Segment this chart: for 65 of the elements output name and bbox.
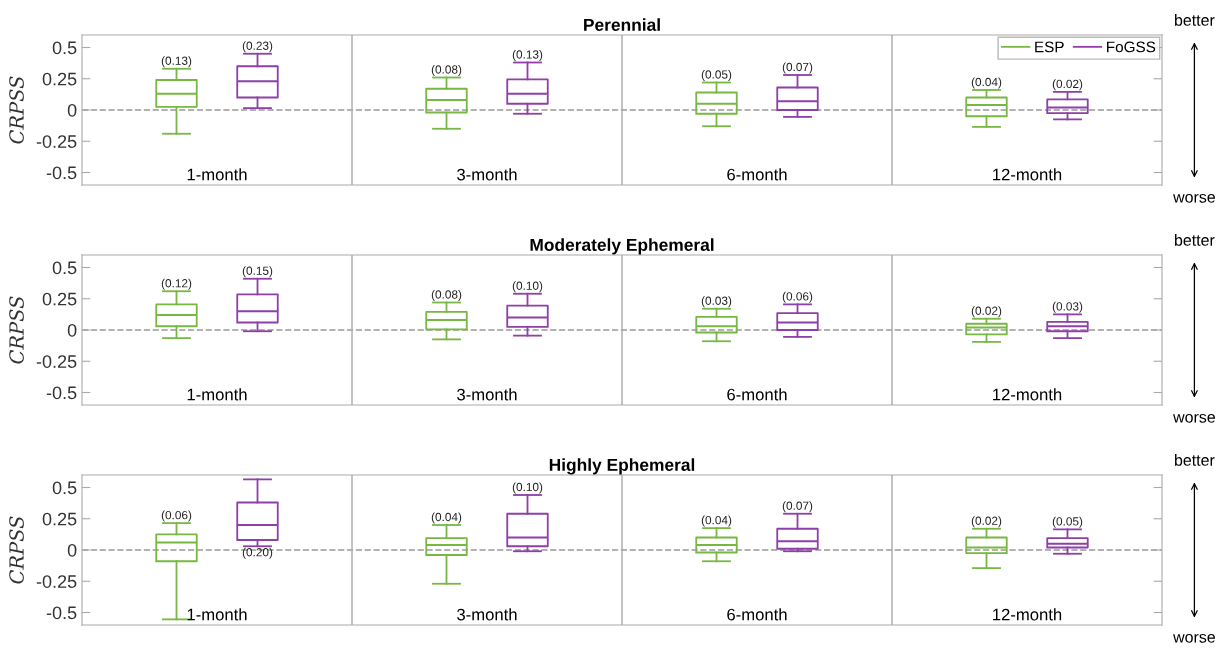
text: (0.06) xyxy=(782,291,813,303)
text: (0.04) xyxy=(971,77,1002,89)
text: (0.07) xyxy=(782,62,813,74)
text: (0.03) xyxy=(701,296,732,308)
text: (0.03) xyxy=(1052,301,1083,313)
text: worse xyxy=(1173,413,1215,423)
x-tick-label: 12-month xyxy=(993,608,1062,621)
chart-title: Perennial xyxy=(584,18,660,31)
x-tick-label: 3-month xyxy=(457,388,517,401)
y-tick-label: 0.5 xyxy=(52,261,77,275)
text: (0.02) xyxy=(1052,79,1083,91)
text: (0.02) xyxy=(971,306,1002,318)
y-tick-label: 0.5 xyxy=(52,41,77,55)
text: better xyxy=(1175,234,1215,246)
text: worse xyxy=(1173,633,1215,643)
text: (0.04) xyxy=(701,515,732,527)
x-tick-label: 1-month xyxy=(187,388,247,401)
x-tick-label: 6-month xyxy=(727,608,787,621)
y-tick-label: -0.5 xyxy=(46,606,77,620)
text: better xyxy=(1175,14,1215,26)
y-tick-label: 0.5 xyxy=(52,481,77,495)
y-tick-label: 0 xyxy=(67,103,77,117)
y-tick-label: -0.5 xyxy=(46,166,77,180)
y-tick-label: -0.5 xyxy=(46,386,77,400)
x-tick-label: 12-month xyxy=(993,388,1062,401)
y-tick-label: 0 xyxy=(67,543,77,557)
text: (0.05) xyxy=(701,70,732,81)
y-tick-label: 0.25 xyxy=(42,72,77,86)
text: (0.23) xyxy=(242,41,273,53)
text: (0.04) xyxy=(431,512,462,524)
text: (0.12) xyxy=(161,278,192,290)
y-tick-label: -0.25 xyxy=(36,355,77,368)
legend-label: FoGSS xyxy=(1107,41,1156,53)
y-tick-label: 0.25 xyxy=(42,292,77,306)
text: better xyxy=(1175,454,1215,466)
text: (0.10) xyxy=(512,482,543,494)
legend-label: ESP xyxy=(1035,41,1064,53)
y-axis-title: CRPSS xyxy=(9,516,24,584)
y-tick-label: 0.25 xyxy=(42,512,77,526)
text: (0.08) xyxy=(431,289,462,301)
y-tick-label: -0.25 xyxy=(36,575,77,588)
x-tick-label: 6-month xyxy=(727,388,787,401)
chart-title: Highly Ephemeral xyxy=(549,458,695,475)
text: worse xyxy=(1173,193,1215,203)
x-tick-label: 1-month xyxy=(187,168,247,181)
x-tick-label: 3-month xyxy=(457,608,517,621)
text: (0.15) xyxy=(242,266,273,278)
text: (0.08) xyxy=(431,65,462,76)
text: (0.02) xyxy=(971,516,1002,528)
x-tick-label: 12-month xyxy=(993,168,1062,181)
text: (0.06) xyxy=(161,510,192,522)
x-tick-label: 3-month xyxy=(457,168,517,181)
y-axis-title: CRPSS xyxy=(9,296,24,364)
text: (0.05) xyxy=(1052,516,1083,528)
text: (0.13) xyxy=(512,50,543,61)
text: (0.13) xyxy=(161,56,192,68)
text: (0.07) xyxy=(782,501,813,513)
chart-title: Moderately Ephemeral xyxy=(530,238,714,255)
text: (0.10) xyxy=(512,281,543,293)
y-tick-label: 0 xyxy=(67,323,77,337)
y-axis-title: CRPSS xyxy=(9,76,24,144)
x-tick-label: 6-month xyxy=(727,168,787,181)
y-tick-label: -0.25 xyxy=(36,135,77,148)
x-tick-label: 1-month xyxy=(187,608,247,621)
text: (0.20) xyxy=(242,547,273,559)
